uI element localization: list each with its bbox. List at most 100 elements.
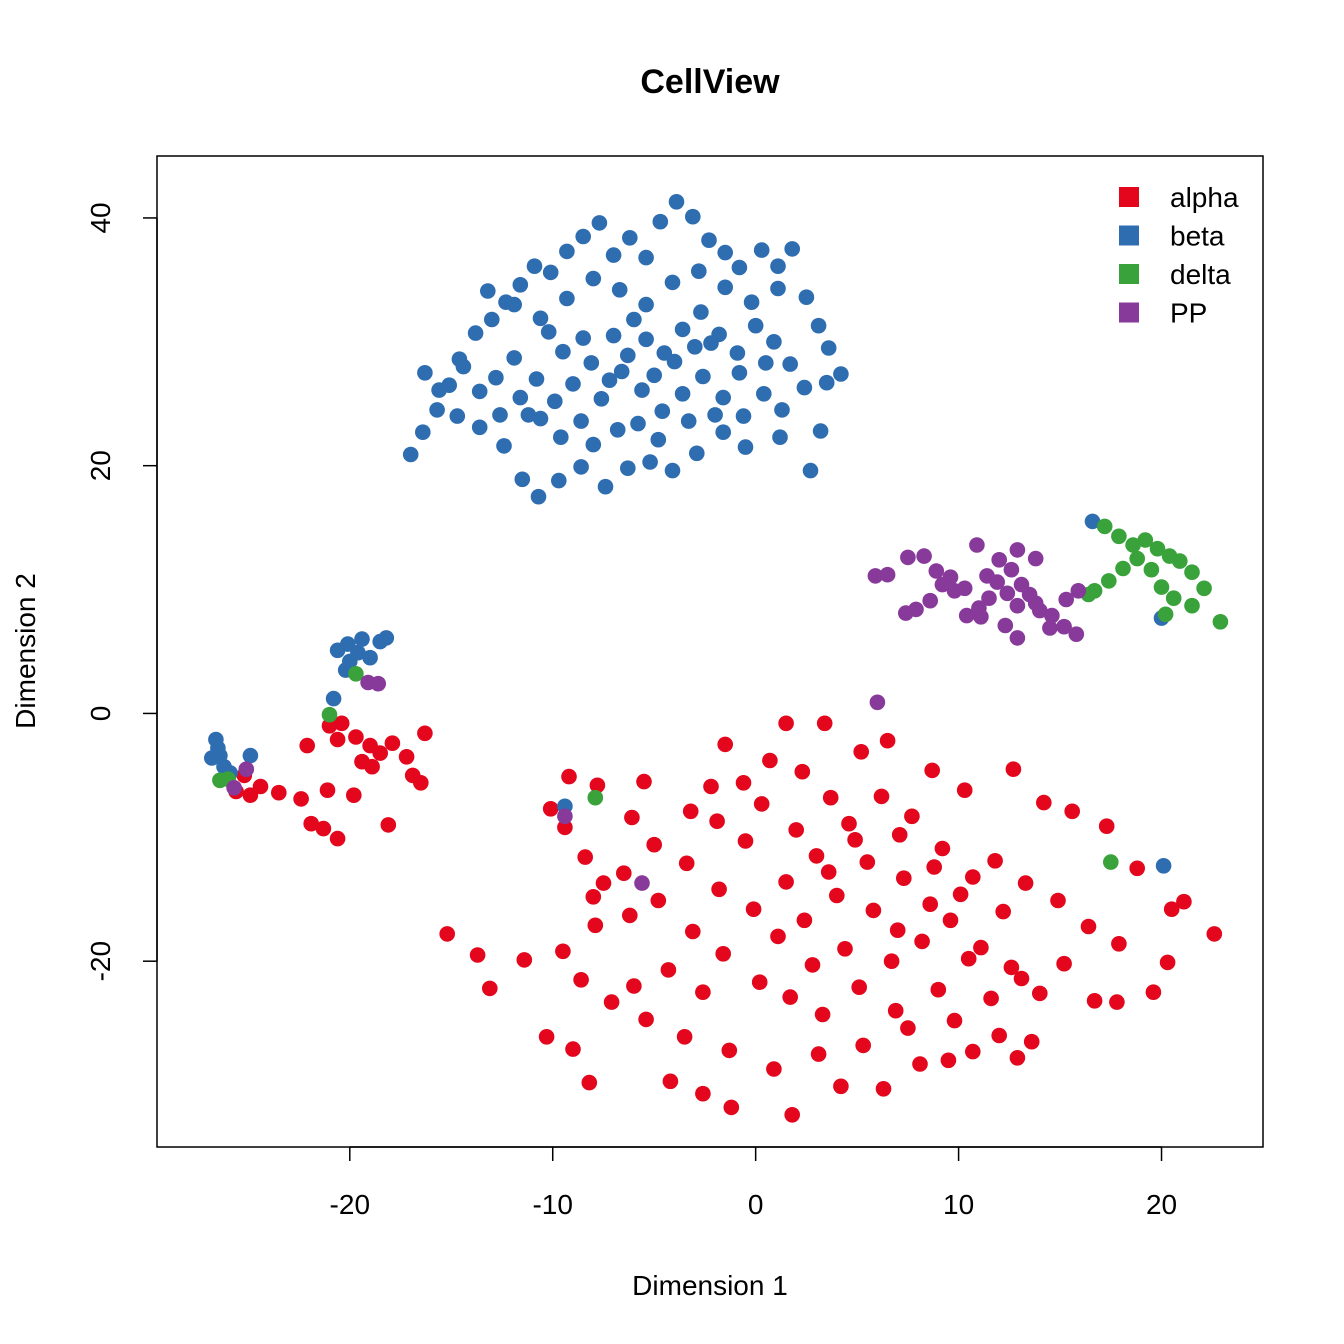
point-PP [1044, 607, 1060, 624]
point-alpha [875, 1081, 892, 1097]
legend-swatch-beta [1119, 225, 1139, 246]
point-beta [630, 415, 646, 432]
point-PP [928, 563, 945, 579]
point-alpha [808, 848, 825, 864]
point-PP [238, 761, 255, 777]
point-alpha [413, 775, 429, 791]
point-delta [1115, 560, 1131, 577]
point-beta [429, 402, 445, 418]
point-beta [674, 386, 691, 402]
point-beta [638, 331, 654, 348]
legend-label-PP: PP [1170, 298, 1207, 329]
point-beta [650, 431, 667, 448]
point-alpha [348, 729, 364, 745]
point-PP [1009, 630, 1026, 646]
point-alpha [482, 980, 498, 997]
point-alpha [299, 737, 316, 754]
point-beta [715, 424, 731, 441]
point-PP [958, 607, 975, 624]
point-beta [674, 321, 691, 338]
legend-swatch-delta [1119, 264, 1139, 284]
x-tick-label: 20 [1146, 1189, 1177, 1220]
point-PP [869, 694, 886, 711]
point-alpha [814, 1006, 831, 1023]
point-alpha [1080, 918, 1097, 935]
point-delta [1143, 561, 1160, 578]
point-alpha [380, 817, 397, 833]
legend-label-beta: beta [1170, 221, 1225, 252]
point-beta [717, 279, 733, 296]
point-PP [879, 566, 896, 583]
point-alpha [1003, 959, 1020, 976]
point-alpha [1017, 875, 1034, 891]
point-delta [1153, 579, 1170, 595]
legend-label-alpha: alpha [1170, 182, 1239, 213]
point-alpha [753, 796, 770, 812]
point-alpha [715, 946, 731, 962]
point-beta [467, 325, 484, 341]
point-alpha [934, 840, 951, 857]
point-beta [685, 208, 701, 225]
point-beta [526, 258, 543, 275]
point-alpha [271, 784, 287, 801]
point-alpha [1145, 984, 1162, 1000]
point-beta [480, 283, 496, 299]
point-beta [638, 296, 654, 313]
x-tick-label: -10 [532, 1189, 572, 1220]
point-beta [715, 389, 731, 406]
point-beta [766, 334, 782, 350]
point-alpha [650, 892, 667, 909]
point-alpha [883, 953, 900, 969]
point-delta [1165, 590, 1182, 606]
point-alpha [991, 1027, 1007, 1044]
point-alpha [924, 762, 940, 779]
point-beta [687, 339, 703, 355]
point-PP [557, 808, 573, 825]
point-beta [753, 242, 770, 258]
point-beta [735, 408, 752, 424]
point-alpha [804, 957, 821, 973]
point-alpha [1109, 994, 1125, 1010]
point-beta [695, 368, 711, 385]
point-alpha [956, 782, 973, 798]
point-alpha [636, 773, 652, 790]
point-PP [1013, 576, 1030, 593]
point-beta [492, 407, 508, 423]
point-alpha [1086, 993, 1103, 1009]
point-alpha [595, 875, 612, 891]
point-beta [573, 413, 589, 429]
point-beta [547, 393, 563, 410]
point-alpha [581, 1074, 598, 1091]
point-beta [242, 747, 259, 764]
point-alpha [303, 815, 320, 832]
point-beta [506, 350, 522, 366]
point-PP [1003, 561, 1020, 578]
point-beta [471, 419, 488, 436]
point-beta [354, 631, 370, 647]
point-alpha [1176, 893, 1192, 910]
point-beta [484, 311, 500, 328]
point-alpha [329, 731, 346, 748]
point-alpha [703, 778, 719, 795]
point-beta [796, 379, 813, 396]
point-alpha [896, 870, 912, 886]
point-delta [1212, 614, 1229, 630]
point-delta [1149, 540, 1166, 557]
y-axis-label: Dimension 2 [10, 573, 41, 729]
point-alpha [1159, 954, 1176, 971]
y-tick-label: 40 [85, 202, 116, 233]
point-beta [638, 249, 654, 266]
point-alpha [469, 947, 486, 963]
point-alpha [538, 1029, 555, 1045]
point-PP [999, 585, 1016, 602]
point-beta [810, 317, 827, 334]
point-beta [691, 263, 707, 280]
point-alpha [751, 974, 768, 990]
point-beta [528, 371, 545, 387]
point-delta [1103, 854, 1119, 870]
point-alpha [398, 749, 415, 765]
point-beta [798, 289, 815, 306]
point-alpha [717, 736, 733, 753]
point-beta [449, 408, 466, 424]
point-PP [1009, 597, 1026, 614]
